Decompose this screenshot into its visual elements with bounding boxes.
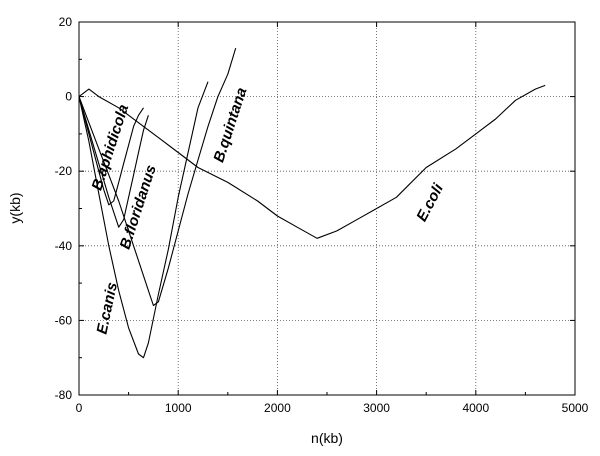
series-line-e-canis <box>78 81 209 359</box>
y-axis-title: y(kb) <box>7 192 23 223</box>
x-tick-label: 3000 <box>363 401 390 415</box>
annotations-group: E.coliE.canisB.aphidicolaB.floridanusB.q… <box>89 86 448 336</box>
y-tick-label: 20 <box>59 15 73 29</box>
y-tick-label: -20 <box>55 164 73 178</box>
series-label-e-canis: E.canis <box>94 281 122 336</box>
series-label-b-quintana: B.quintana <box>210 86 250 165</box>
axes-group: 0 1000 2000 3000 4000 5000 -80 -60 -40 -20 0 20 <box>55 15 589 415</box>
x-tick-label: 2000 <box>264 401 291 415</box>
y-tick-label: -60 <box>55 313 73 327</box>
x-tick-label: 0 <box>76 401 83 415</box>
y-tick-label: 0 <box>65 90 72 104</box>
x-tick-label: 5000 <box>562 401 589 415</box>
series-label-b-floridanus: B.floridanus <box>117 163 160 251</box>
y-tick-label: -40 <box>55 239 73 253</box>
series-line-b-quintana <box>78 47 237 307</box>
series-group <box>78 47 546 359</box>
series-line-b-aphidicola <box>78 96 144 206</box>
y-tick-label: -80 <box>55 388 73 402</box>
x-tick-label: 1000 <box>165 401 192 415</box>
series-line-b-floridanus <box>78 96 149 228</box>
series-line-e-coli <box>78 84 546 239</box>
x-tick-label: 4000 <box>462 401 489 415</box>
plot-frame <box>78 21 576 396</box>
grid <box>79 22 575 395</box>
x-axis-title: n(kb) <box>311 430 343 446</box>
series-label-e-coli: E.coli <box>413 180 447 224</box>
